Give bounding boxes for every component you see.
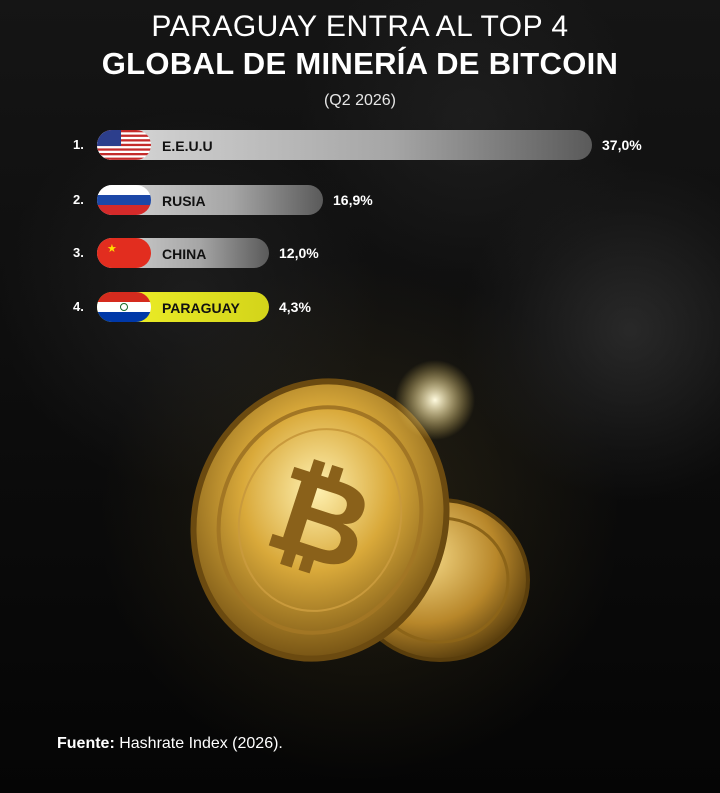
source-label: Fuente: xyxy=(57,735,115,752)
source-note: Fuente: Hashrate Index (2026). xyxy=(57,735,283,753)
data-label: 37,0% xyxy=(602,137,642,153)
rank-label: 1. xyxy=(73,137,84,152)
bar-row: 3. ★ CHINA 12,0% xyxy=(0,236,720,270)
category-label: PARAGUAY xyxy=(162,300,240,316)
bar-row: 4. PARAGUAY 4,3% xyxy=(0,290,720,324)
bar-row: 2. RUSIA 16,9% xyxy=(0,183,720,217)
usa-flag-icon xyxy=(97,130,151,160)
china-flag-icon: ★ xyxy=(97,238,151,268)
paraguay-flag-icon xyxy=(97,292,151,322)
bar-eeuu xyxy=(97,130,592,160)
source-text: Hashrate Index (2026). xyxy=(114,735,283,752)
bar-row: 1. E.E.U.U 37,0% xyxy=(0,128,720,162)
rank-label: 2. xyxy=(73,192,84,207)
chart-subtitle: (Q2 2026) xyxy=(323,92,397,109)
data-label: 4,3% xyxy=(279,299,311,315)
category-label: E.E.U.U xyxy=(162,138,213,154)
rank-label: 4. xyxy=(73,299,84,314)
bitcoin-coins-illustration: ₿ xyxy=(190,360,530,662)
category-label: RUSIA xyxy=(162,193,206,209)
rank-label: 3. xyxy=(73,245,84,260)
svg-text:★: ★ xyxy=(107,242,117,255)
data-label: 12,0% xyxy=(279,245,319,261)
russia-flag-icon xyxy=(97,185,151,215)
chart-title-line2: GLOBAL DE MINERÍA DE BITCOIN xyxy=(101,46,619,81)
data-label: 16,9% xyxy=(333,192,373,208)
chart-title-line1: PARAGUAY ENTRA AL TOP 4 xyxy=(151,10,569,43)
category-label: CHINA xyxy=(162,246,207,262)
